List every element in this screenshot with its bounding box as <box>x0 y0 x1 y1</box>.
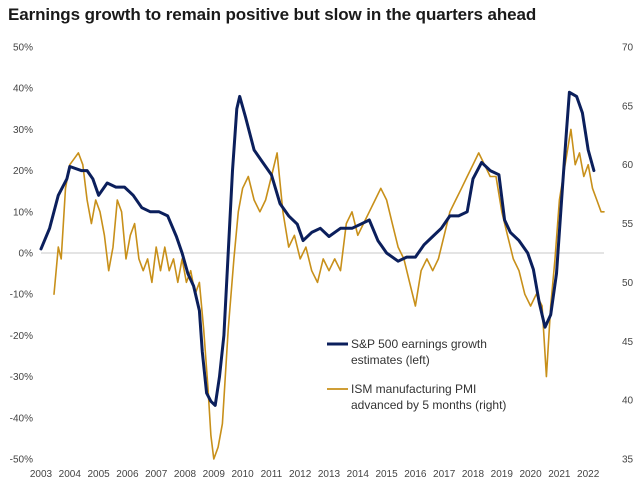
x-tick-label: 2011 <box>261 469 283 480</box>
legend-pmi-label: advanced by 5 months (right) <box>351 398 506 412</box>
series-layer <box>39 90 605 460</box>
chart-title: Earnings growth to remain positive but s… <box>8 5 537 24</box>
series-line-pmi <box>53 128 605 460</box>
legend-earnings-label: S&P 500 earnings growth <box>351 337 487 351</box>
x-tick-label: 2012 <box>289 469 312 480</box>
x-tick-label: 2008 <box>174 469 197 480</box>
x-tick-label: 2020 <box>519 469 542 480</box>
legend-earnings-label: estimates (left) <box>351 353 430 367</box>
x-tick-label: 2006 <box>116 469 139 480</box>
x-tick-label: 2013 <box>318 469 341 480</box>
right-tick-label: 50 <box>622 278 634 289</box>
x-tick-label: 2016 <box>404 469 427 480</box>
x-tick-label: 2019 <box>491 469 514 480</box>
right-tick-label: 40 <box>622 396 634 407</box>
legend-pmi-label: ISM manufacturing PMI <box>351 382 476 396</box>
right-tick-label: 45 <box>622 337 634 348</box>
x-tick-label: 2021 <box>548 469 571 480</box>
left-tick-label: -50% <box>10 455 33 466</box>
left-tick-label: 30% <box>13 125 33 136</box>
left-tick-label: 20% <box>13 166 33 177</box>
x-tick-label: 2009 <box>203 469 226 480</box>
left-tick-label: 40% <box>13 84 33 95</box>
x-tick-label: 2015 <box>375 469 398 480</box>
right-tick-label: 70 <box>622 43 634 54</box>
x-tick-label: 2004 <box>59 469 82 480</box>
right-tick-label: 65 <box>622 101 634 112</box>
x-tick-label: 2005 <box>87 469 110 480</box>
left-tick-label: -30% <box>10 372 33 383</box>
right-tick-label: 60 <box>622 160 634 171</box>
left-axis: 50% 40% 30% 20% 10% 0% -10% -20% -30% -40% -50% <box>10 43 33 466</box>
x-tick-label: 2010 <box>231 469 254 480</box>
left-tick-label: -20% <box>10 331 33 342</box>
x-tick-label: 2003 <box>30 469 53 480</box>
right-tick-label: 55 <box>622 219 634 230</box>
x-tick-label: 2007 <box>145 469 168 480</box>
series-line-earnings <box>39 90 596 407</box>
right-tick-label: 35 <box>622 455 634 466</box>
left-tick-label: -10% <box>10 290 33 301</box>
left-tick-label: 10% <box>13 207 33 218</box>
legend: S&P 500 earnings growth estimates (left) I… <box>327 337 506 412</box>
left-tick-label: -40% <box>10 413 33 424</box>
right-axis: 70 65 60 55 50 45 40 35 <box>622 43 634 466</box>
x-tick-label: 2022 <box>577 469 600 480</box>
x-tick-label: 2017 <box>433 469 456 480</box>
x-axis: 2003 2004 2005 2006 2007 2008 2009 2010 2011 2012… <box>30 469 600 480</box>
x-tick-label: 2014 <box>347 469 370 480</box>
x-tick-label: 2018 <box>462 469 485 480</box>
left-tick-label: 0% <box>19 249 34 260</box>
left-tick-label: 50% <box>13 43 33 54</box>
